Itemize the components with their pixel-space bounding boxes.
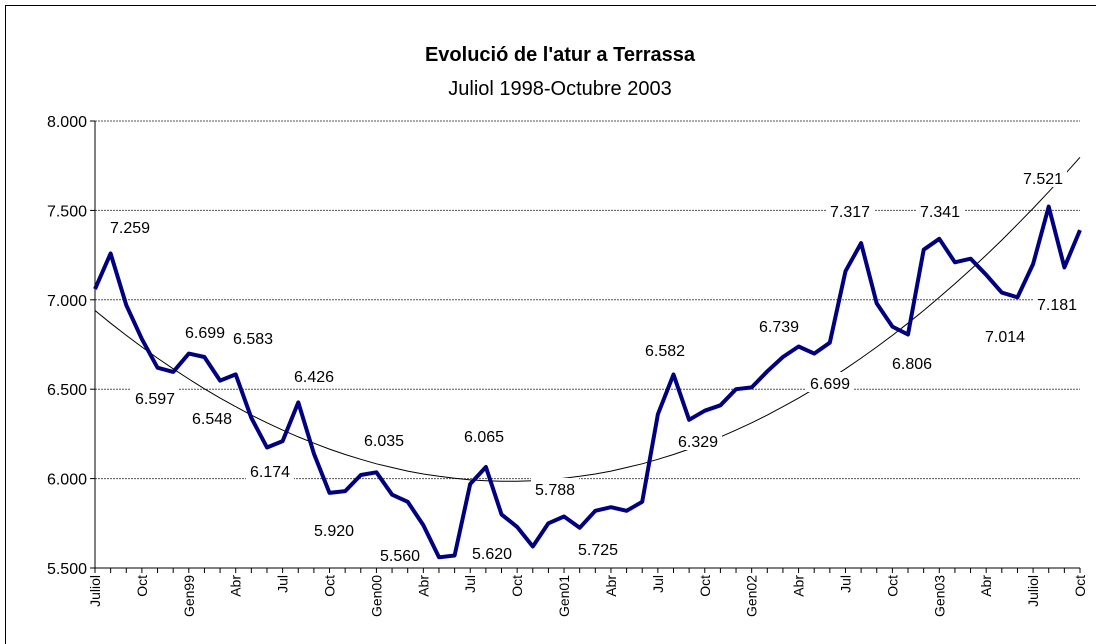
data-label: 5.788 bbox=[535, 482, 575, 499]
x-tick-label: Oct bbox=[1072, 575, 1088, 597]
data-label-bg bbox=[376, 544, 424, 564]
x-tick-label: Abr bbox=[791, 575, 807, 597]
y-tick-label: 7.500 bbox=[47, 203, 87, 220]
x-tick-label: Abr bbox=[978, 575, 994, 597]
data-label-bg bbox=[131, 387, 179, 407]
y-tick-label: 8.000 bbox=[47, 114, 87, 131]
data-label: 6.426 bbox=[294, 369, 334, 386]
data-label: 7.181 bbox=[1037, 297, 1077, 314]
x-tick-label: Abr bbox=[603, 575, 619, 597]
data-label-bg bbox=[674, 430, 722, 450]
x-tick-label: Jul bbox=[837, 575, 853, 593]
data-label: 6.583 bbox=[233, 331, 273, 348]
x-tick-label: Jul bbox=[650, 575, 666, 593]
x-tick-label: Juliol bbox=[1025, 575, 1041, 607]
data-label-bg bbox=[574, 538, 622, 558]
data-label: 6.065 bbox=[464, 429, 504, 446]
data-label-bg bbox=[229, 327, 277, 347]
x-tick-label: Abr bbox=[415, 575, 431, 597]
x-tick-label: Oct bbox=[884, 575, 900, 597]
data-label-bg bbox=[755, 315, 803, 335]
data-label-bg bbox=[826, 200, 874, 220]
y-tick-label: 6.000 bbox=[47, 472, 87, 489]
data-label: 5.920 bbox=[314, 523, 354, 540]
x-tick-label: Oct bbox=[134, 575, 150, 597]
data-label-bg bbox=[468, 542, 516, 562]
data-label: 5.560 bbox=[380, 548, 420, 565]
x-tick-label: Oct bbox=[509, 575, 525, 597]
data-label-bg bbox=[360, 429, 408, 449]
x-tick-label: Juliol bbox=[87, 575, 103, 607]
data-label-bg bbox=[188, 407, 236, 427]
data-label-bg bbox=[806, 372, 854, 392]
x-tick-label: Oct bbox=[697, 575, 713, 597]
data-label: 6.739 bbox=[759, 319, 799, 336]
x-tick-label: Jul bbox=[462, 575, 478, 593]
data-label: 6.699 bbox=[185, 325, 225, 342]
data-label: 6.597 bbox=[135, 391, 175, 408]
data-label-bg bbox=[981, 325, 1029, 345]
chart-title: Evolució de l'atur a Terrassa bbox=[425, 44, 696, 66]
chart-subtitle: Juliol 1998-Octubre 2003 bbox=[448, 78, 671, 100]
x-tick-label: Gen00 bbox=[368, 575, 384, 617]
data-label-bg bbox=[888, 352, 936, 372]
x-tick-label: Abr bbox=[228, 575, 244, 597]
data-label-bg bbox=[1019, 167, 1067, 187]
data-label: 6.174 bbox=[250, 464, 290, 481]
x-tick-label: Gen03 bbox=[931, 575, 947, 617]
y-tick-label: 6.500 bbox=[47, 382, 87, 399]
data-label: 6.548 bbox=[192, 411, 232, 428]
y-tick-label: 7.000 bbox=[47, 293, 87, 310]
data-label-bg bbox=[106, 216, 154, 236]
data-label: 7.317 bbox=[830, 204, 870, 221]
data-label-bg bbox=[181, 321, 229, 341]
chart-frame bbox=[5, 5, 1096, 644]
trendline bbox=[94, 156, 1081, 482]
data-label: 7.259 bbox=[110, 220, 150, 237]
data-label: 5.620 bbox=[472, 546, 512, 563]
data-label: 5.725 bbox=[578, 542, 618, 559]
data-label-bg bbox=[246, 460, 294, 480]
x-tick-label: Oct bbox=[322, 575, 338, 597]
data-label: 6.806 bbox=[892, 356, 932, 373]
data-label: 7.521 bbox=[1023, 171, 1063, 188]
x-tick-label: Gen02 bbox=[744, 575, 760, 617]
data-label-bg bbox=[916, 200, 964, 220]
data-label-bg bbox=[460, 425, 508, 445]
data-label: 6.582 bbox=[645, 343, 685, 360]
y-tick-label: 5.500 bbox=[47, 561, 87, 578]
data-label: 7.341 bbox=[920, 204, 960, 221]
data-label-bg bbox=[531, 478, 579, 498]
data-label: 6.699 bbox=[810, 376, 850, 393]
data-label-bg bbox=[310, 519, 358, 539]
x-tick-label: Gen99 bbox=[181, 575, 197, 617]
data-label: 7.014 bbox=[985, 329, 1025, 346]
data-label-bg bbox=[290, 365, 338, 385]
data-label: 6.329 bbox=[678, 434, 718, 451]
data-label-bg bbox=[1033, 293, 1081, 313]
data-label: 6.035 bbox=[364, 433, 404, 450]
data-line bbox=[93, 204, 1082, 560]
data-label-bg bbox=[641, 339, 689, 359]
x-tick-label: Jul bbox=[275, 575, 291, 593]
x-tick-label: Gen01 bbox=[556, 575, 572, 617]
